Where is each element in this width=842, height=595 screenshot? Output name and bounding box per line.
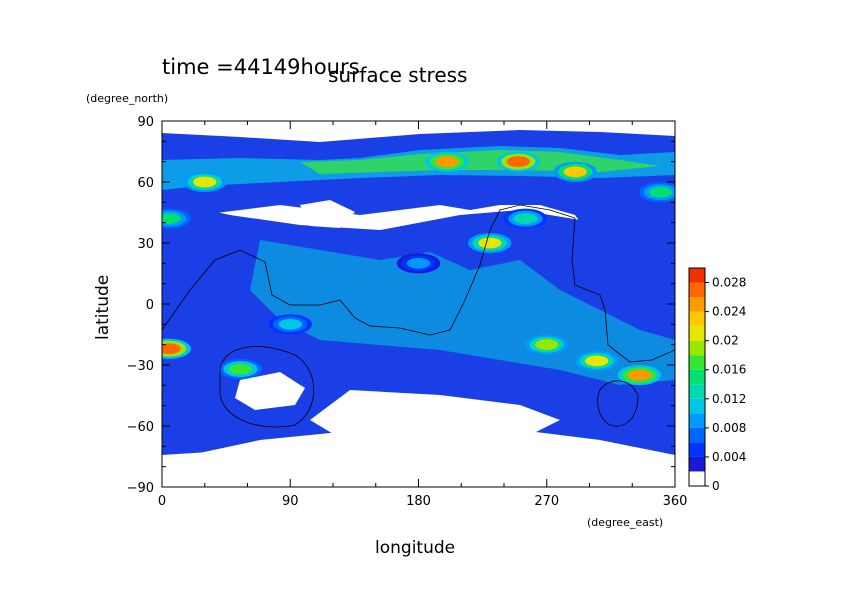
hotspot-11-level-2 bbox=[584, 355, 609, 367]
y-tick-label-4: 30 bbox=[137, 237, 154, 252]
y-tick-label-0: −90 bbox=[127, 481, 154, 496]
colorbar-segment-6 bbox=[689, 384, 705, 399]
y-tick-label-1: −60 bbox=[127, 420, 154, 435]
colorbar-segment-0 bbox=[689, 471, 705, 486]
stress-field bbox=[162, 121, 675, 487]
coastlines bbox=[162, 204, 675, 428]
y-tick-label-6: 90 bbox=[137, 115, 154, 130]
colorbar: 0 0.004 0.008 0.012 0.016 0.02 0.024 0.028 bbox=[688, 267, 746, 493]
hotspot-8-level-2 bbox=[162, 343, 181, 355]
colorbar-segment-12 bbox=[689, 297, 705, 312]
colorbar-tick-label-2: 0.008 bbox=[712, 421, 746, 435]
x-axis: 0 90 180 270 360 bbox=[158, 121, 688, 509]
colorbar-segment-9 bbox=[689, 340, 705, 356]
x-tick-label-4: 360 bbox=[663, 494, 688, 509]
hotspot-7-level-2 bbox=[513, 213, 538, 225]
hotspot-5-level-2 bbox=[649, 186, 673, 198]
y-tick-label-5: 60 bbox=[137, 176, 154, 191]
hotspot-2-level-2 bbox=[435, 156, 459, 168]
coastline-south-america bbox=[597, 380, 639, 427]
x-tick-label-3: 270 bbox=[534, 494, 559, 509]
colorbar-segment-11 bbox=[689, 311, 705, 327]
hotspot-3-level-2 bbox=[506, 156, 530, 168]
hotspot-0-level-2 bbox=[193, 176, 217, 188]
x-axis-label: longitude bbox=[375, 538, 455, 558]
colorbar-segment-2 bbox=[689, 442, 705, 457]
y-tick-label-3: 0 bbox=[146, 298, 154, 313]
y-units-label: (degree_north) bbox=[86, 92, 168, 105]
colorbar-tick-label-0: 0 bbox=[712, 479, 720, 493]
hotspot-6-level-2 bbox=[478, 237, 502, 249]
coastline-australia bbox=[219, 346, 315, 428]
colorbar-tick-label-5: 0.02 bbox=[712, 334, 739, 348]
x-tick-label-0: 0 bbox=[158, 494, 166, 509]
gap-north bbox=[300, 200, 355, 228]
colorbar-segment-1 bbox=[689, 456, 705, 472]
colorbar-tick-label-4: 0.016 bbox=[712, 363, 746, 377]
colorbar-frame bbox=[688, 267, 706, 487]
hotspot-13-level-2 bbox=[278, 318, 302, 330]
x-tick-label-1: 90 bbox=[282, 494, 299, 509]
y-axis-label: latitude bbox=[93, 275, 113, 340]
gap-south-pacific bbox=[310, 390, 560, 440]
colorbar-segment-13 bbox=[689, 282, 705, 298]
chart-title: surface stress bbox=[328, 63, 467, 87]
colorbar-segment-4 bbox=[689, 413, 705, 428]
hotspot-12-level-2 bbox=[627, 369, 652, 381]
colorbar-tick-label-3: 0.012 bbox=[712, 392, 746, 406]
time-label: time =44149hours bbox=[162, 55, 360, 79]
colorbar-segment-3 bbox=[689, 427, 705, 443]
y-tick-label-2: −30 bbox=[127, 359, 154, 374]
colorbar-tick-label-7: 0.028 bbox=[712, 276, 746, 290]
colorbar-segment-5 bbox=[689, 398, 705, 414]
gap-southern-ocean bbox=[235, 372, 305, 410]
hotspot-9-level-2 bbox=[228, 363, 253, 375]
hotspot-1-level-2 bbox=[162, 213, 181, 224]
colorbar-tick-label-6: 0.024 bbox=[712, 305, 746, 319]
hotspot-14-level-2 bbox=[406, 257, 431, 269]
hotspot-layer bbox=[162, 151, 675, 386]
colorbar-segment-10 bbox=[689, 326, 705, 341]
colorbar-segment-7 bbox=[689, 369, 705, 385]
colorbar-segment-8 bbox=[689, 355, 705, 370]
gap-antarctic bbox=[162, 440, 675, 487]
x-tick-label-2: 180 bbox=[406, 494, 431, 509]
coastline-africa bbox=[162, 204, 675, 363]
interior-region-mid bbox=[250, 240, 675, 385]
colorbar-segment-14 bbox=[689, 268, 705, 283]
x-units-label: (degree_east) bbox=[587, 516, 663, 529]
colorbar-tick-label-1: 0.004 bbox=[712, 450, 746, 464]
y-axis: −90 −60 −30 0 30 60 90 bbox=[127, 115, 675, 496]
hotspot-4-level-2 bbox=[563, 166, 587, 178]
hotspot-10-level-2 bbox=[535, 339, 559, 351]
